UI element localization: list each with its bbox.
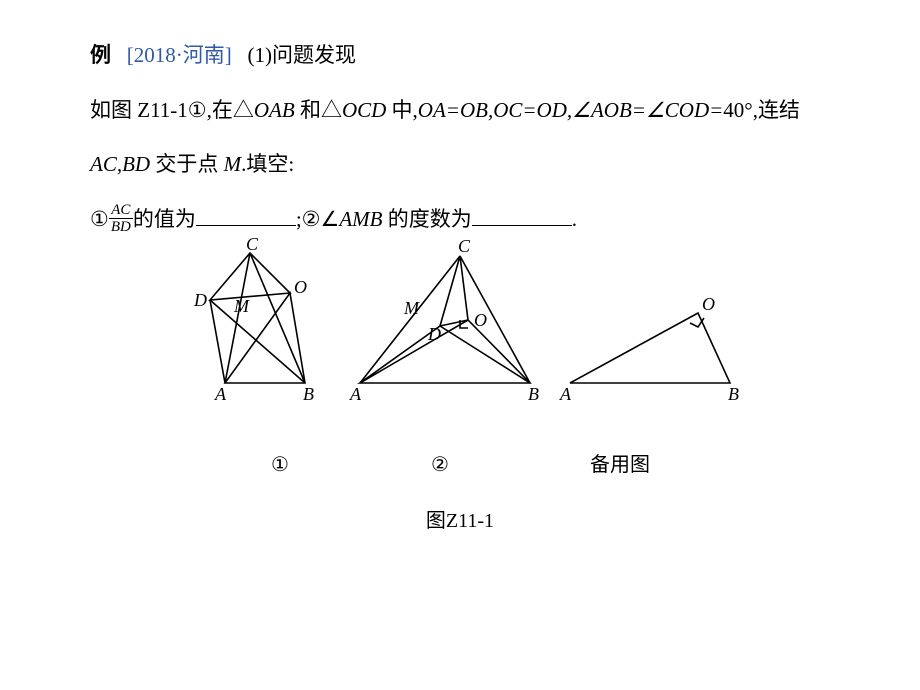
l2-OAB: OAB: [254, 98, 295, 122]
label-O3: O: [702, 294, 715, 314]
subfigure-2: C O D M A B: [349, 238, 539, 404]
l4-AMB: AMB: [339, 207, 382, 231]
figure-caption: 图Z11-1: [90, 495, 830, 547]
line-2: 如图 Z11-1①,在△OAB 和△OCD 中,OA=OB,OC=OD,∠AOB…: [90, 83, 830, 138]
l4-mid1: 的值为: [133, 207, 196, 231]
circle-1: ①: [90, 207, 109, 231]
subfigure-3: O A B: [559, 294, 739, 404]
l3-M: M: [224, 152, 242, 176]
l4-midsep: ;②∠: [296, 207, 340, 231]
sublabel-1: ①: [210, 439, 350, 491]
label-B: B: [303, 384, 314, 404]
frac-den: BD: [109, 219, 133, 236]
label-B3: B: [728, 384, 739, 404]
label-O: O: [294, 277, 307, 297]
label-D2: D: [427, 324, 441, 344]
l2-prefix: 如图 Z11-1①,在△: [90, 98, 254, 122]
l3-mid: 交于点: [150, 152, 224, 176]
label-A2: A: [349, 384, 362, 404]
blank-2: [472, 204, 572, 226]
page: 例 [2018·河南] (1)问题发现 如图 Z11-1①,在△OAB 和△OC…: [0, 0, 920, 547]
label-A3: A: [559, 384, 572, 404]
l2-eq1: OA=OB,OC=OD,∠AOB=∠COD=: [418, 98, 723, 122]
sublabel-3: 备用图: [530, 439, 710, 491]
sub-labels-row: ① ② 备用图: [90, 439, 830, 491]
l2-mid2: 中,: [386, 98, 418, 122]
l4-mid2: 的度数为: [382, 207, 471, 231]
example-label: 例: [90, 43, 111, 67]
label-A: A: [214, 384, 227, 404]
label-B2: B: [528, 384, 539, 404]
label-O2: O: [474, 310, 487, 330]
blank-1: [196, 204, 296, 226]
l4-end: .: [572, 207, 577, 231]
geometry-svg: C O D M A B: [180, 238, 740, 418]
l3-ACBD: AC,BD: [90, 152, 150, 176]
source-label: [2018·河南]: [127, 43, 232, 67]
l2-suffix: ,连结: [753, 98, 800, 122]
figure: C O D M A B: [90, 238, 830, 547]
l3-suffix: .填空:: [241, 152, 294, 176]
l2-mid1: 和△: [295, 98, 342, 122]
line-3: AC,BD 交于点 M.填空:: [90, 137, 830, 192]
label-M2: M: [403, 298, 420, 318]
subfigure-1: C O D M A B: [193, 238, 314, 404]
label-M: M: [233, 296, 250, 316]
label-C: C: [246, 238, 259, 254]
part1-label: (1)问题发现: [247, 43, 356, 67]
label-D: D: [193, 290, 207, 310]
line-1: 例 [2018·河南] (1)问题发现: [90, 28, 830, 83]
l2-deg: 40°: [723, 98, 752, 122]
label-C2: C: [458, 238, 471, 256]
frac-num: AC: [109, 202, 133, 220]
fraction-AC-BD: ACBD: [109, 202, 133, 236]
l2-OCD: OCD: [342, 98, 386, 122]
sublabel-2: ②: [355, 439, 525, 491]
